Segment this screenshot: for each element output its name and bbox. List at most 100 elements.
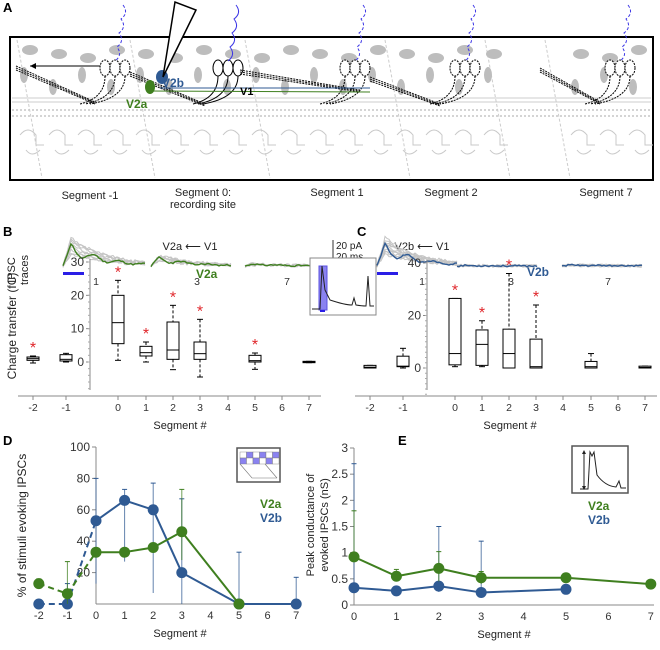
v2a-axon [147,90,371,93]
gray-dendrite [454,129,479,155]
stimulation-grid-cell [272,457,280,465]
box [59,354,73,362]
spinal-cord-diagram [12,0,653,179]
significance-star: * [479,305,485,322]
spinal-cord-diagram-frame [9,36,654,181]
gray-neuron [602,53,618,63]
legend-e-v2a: V2a [588,499,610,513]
data-point-V2a [61,588,73,600]
stimulation-grid-cell [246,451,254,459]
data-point-V2a [147,541,159,553]
gray-dendrite [164,129,189,155]
box [193,341,207,360]
gray-neuron [254,53,270,63]
significance-star: * [452,282,458,299]
arrowhead-icon [30,63,36,69]
gray-dendrite [193,129,218,155]
series-line-V2a [396,567,439,578]
box-plot-C: 0 20 40 -2 -1 0 1 2 3 4 5 6 7 Segment # * * * * [355,256,657,432]
gray-neuron [428,53,444,63]
x-tick-label: 0 [452,402,458,414]
double-arrow-icon [582,450,586,490]
ipsc-trace-individual [376,248,458,267]
gray-neuron [109,45,125,55]
light-stimulus-icon [464,4,477,62]
v1-axon [434,75,466,105]
box [396,355,410,368]
segment-label-1: Segment 1 [310,187,363,199]
inset-trace [580,450,626,490]
gray-neuron [629,79,637,95]
ipsc-trace-individual [150,256,232,267]
v1-axon [79,75,106,105]
gray-dendrite [19,129,44,155]
box [529,338,543,369]
v1-axon [439,75,476,105]
v1-neuron [614,59,626,77]
stimulus-bar [63,272,84,275]
x-tick-label: 3 [478,611,484,623]
x-tick-label: 0 [93,610,99,622]
box-plot-B: 0 10 20 30 -2 -1 0 1 2 3 4 5 6 7 Segment # Charge trans… [5,255,321,432]
segment-boundary [384,39,411,179]
scale-pa: 20 pA [336,241,362,252]
trace-b-seg-1: 1 [93,276,99,288]
data-point-V2a [433,562,445,574]
data-point-V2b [90,515,102,527]
box [502,328,516,369]
series-line-V2b [95,499,126,522]
x-tick-label: 1 [122,610,128,622]
panel-label-c: C [357,224,367,239]
x-tick-label: 2 [170,402,176,414]
gray-dendrite [483,129,508,155]
ipsc-trace-individual [62,237,146,266]
gray-dendrite [280,129,305,155]
data-point-V2b [176,567,188,579]
trace-c-seg-3: 3 [508,276,514,288]
y-tick-label: 1 [341,546,348,560]
v1-neuron [449,59,461,77]
legend-d-v2a: V2a [260,497,282,511]
v1-neuron [624,59,636,77]
gray-dendrite [628,129,653,155]
v1-cell-label: V1 [240,86,253,98]
y-tick-label: 0 [414,361,421,375]
v1-axon [594,75,631,105]
x-tick-label: -1 [61,402,70,414]
light-stimulus-icon [227,4,240,62]
data-point-V2a [119,546,131,558]
v2a-cell-label: V2a [126,97,148,111]
x-tick-label: 0 [115,402,121,414]
segment-boundary [16,39,43,179]
gray-dendrite [309,129,334,155]
gray-neuron [484,67,492,83]
gray-neuron [457,45,473,55]
box [166,321,180,360]
x-tick-label: 2 [150,610,156,622]
gray-neuron [138,49,154,59]
v1-axon-bundle [369,80,441,107]
stimulation-grid-cell [265,451,273,459]
box-c-series-label: V2b [527,265,549,279]
stimulation-grid-cell [265,457,273,465]
x-tick-label: 7 [293,610,299,622]
box [448,297,462,366]
v1-axon [329,75,366,105]
data-point-V2b [433,580,445,592]
gray-neuron [107,79,115,95]
data-point-V2a [90,546,102,558]
x-tick-label: 5 [588,402,594,414]
x-tick-label: 5 [236,610,242,622]
gray-dendrite [222,129,247,155]
series-line-V2b [396,585,439,592]
gray-neuron [49,79,57,95]
v1-axon-bundle [129,73,206,106]
gray-neuron [20,67,28,83]
legend-d-v2b: V2b [260,511,282,525]
v1-axon-bundle [239,71,361,92]
stimulus-bar [320,310,325,312]
gray-neuron [426,67,434,83]
gray-neuron [370,45,386,55]
gray-dendrite [367,129,392,155]
data-point-V2b [147,504,159,516]
